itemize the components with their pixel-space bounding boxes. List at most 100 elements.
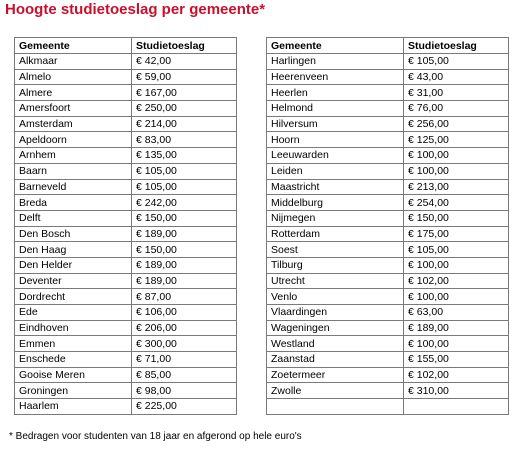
page-title: Hoogte studietoeslag per gemeente* bbox=[5, 1, 266, 18]
column-header-gemeente: Gemeente bbox=[14, 37, 132, 54]
studietoeslag-cell: € 100,00 bbox=[403, 162, 509, 180]
table-row: Emmen € 300,00 bbox=[14, 335, 237, 353]
gemeente-cell: Breda bbox=[14, 194, 132, 211]
table-row: Eindhoven € 206,00 bbox=[14, 319, 237, 337]
gemeente-cell: Middelburg bbox=[266, 194, 404, 211]
gemeente-cell: Zoetermeer bbox=[266, 366, 404, 384]
table-row: Zoetermeer € 102,00 bbox=[266, 366, 509, 384]
studietoeslag-cell: € 189,00 bbox=[131, 272, 237, 290]
studietoeslag-cell: € 102,00 bbox=[403, 366, 509, 384]
studietoeslag-cell: € 189,00 bbox=[131, 225, 237, 243]
studietoeslag-cell: € 189,00 bbox=[403, 319, 509, 337]
table-row: Amersfoort € 250,00 bbox=[14, 100, 237, 117]
gemeente-cell: Hilversum bbox=[266, 115, 404, 133]
gemeente-cell: Gooise Meren bbox=[14, 366, 132, 384]
table-row bbox=[266, 398, 509, 415]
table-body-left: Alkmaar € 42,00 Almelo € 59,00 Almere € 167,0… bbox=[14, 53, 237, 415]
studietoeslag-cell: € 42,00 bbox=[131, 53, 237, 70]
table-row: Groningen € 98,00 bbox=[14, 382, 237, 400]
studietoeslag-cell: € 256,00 bbox=[403, 115, 509, 133]
table-row: Deventer € 189,00 bbox=[14, 272, 237, 290]
table-row: Alkmaar € 42,00 bbox=[14, 53, 237, 70]
table-row: Hoorn € 125,00 bbox=[266, 131, 509, 149]
gemeente-cell: Rotterdam bbox=[266, 225, 404, 243]
studietoeslag-cell: € 43,00 bbox=[403, 68, 509, 86]
table-row: Heerenveen € 43,00 bbox=[266, 68, 509, 86]
studietoeslag-cell: € 189,00 bbox=[131, 256, 237, 274]
studietoeslag-cell: € 150,00 bbox=[131, 241, 237, 258]
table-row: Almelo € 59,00 bbox=[14, 68, 237, 86]
table-row: Haarlem € 225,00 bbox=[14, 398, 237, 415]
gemeente-cell: Haarlem bbox=[14, 398, 132, 415]
studietoeslag-cell: € 59,00 bbox=[131, 68, 237, 86]
table-row: Dordrecht € 87,00 bbox=[14, 288, 237, 305]
gemeente-cell: Groningen bbox=[14, 382, 132, 400]
studietoeslag-cell: € 105,00 bbox=[403, 53, 509, 70]
studietoeslag-cell: € 106,00 bbox=[131, 304, 237, 321]
allowance-table-left: Gemeente Studietoeslag Alkmaar € 42,00 Alm… bbox=[14, 37, 237, 415]
studietoeslag-cell: € 31,00 bbox=[403, 84, 509, 102]
gemeente-cell: Amersfoort bbox=[14, 100, 132, 117]
table-row: Almere € 167,00 bbox=[14, 84, 237, 102]
table-row: Wageningen € 189,00 bbox=[266, 319, 509, 337]
column-header-gemeente: Gemeente bbox=[266, 37, 404, 54]
gemeente-cell: Barneveld bbox=[14, 178, 132, 196]
table-row: Den Helder € 189,00 bbox=[14, 256, 237, 274]
table-row: Nijmegen € 150,00 bbox=[266, 209, 509, 227]
table-row: Ede € 106,00 bbox=[14, 304, 237, 321]
table-row: Venlo € 100,00 bbox=[266, 288, 509, 305]
studietoeslag-cell: € 63,00 bbox=[403, 304, 509, 321]
studietoeslag-cell: € 150,00 bbox=[403, 209, 509, 227]
table-header-row: Gemeente Studietoeslag bbox=[266, 37, 509, 54]
allowance-table-right: Gemeente Studietoeslag Harlingen € 105,00… bbox=[266, 37, 509, 415]
table-row: Westland € 100,00 bbox=[266, 335, 509, 353]
gemeente-cell: Ede bbox=[14, 304, 132, 321]
table-row: Tilburg € 100,00 bbox=[266, 256, 509, 274]
table-row: Zaanstad € 155,00 bbox=[266, 351, 509, 368]
gemeente-cell: Leiden bbox=[266, 162, 404, 180]
gemeente-cell: Apeldoorn bbox=[14, 131, 132, 149]
studietoeslag-cell: € 85,00 bbox=[131, 366, 237, 384]
table-row: Arnhem € 135,00 bbox=[14, 147, 237, 164]
gemeente-cell: Almelo bbox=[14, 68, 132, 86]
table-row: Apeldoorn € 83,00 bbox=[14, 131, 237, 149]
gemeente-cell: Eindhoven bbox=[14, 319, 132, 337]
gemeente-cell: Tilburg bbox=[266, 256, 404, 274]
studietoeslag-cell: € 98,00 bbox=[131, 382, 237, 400]
studietoeslag-cell: € 242,00 bbox=[131, 194, 237, 211]
table-row: Barneveld € 105,00 bbox=[14, 178, 237, 196]
table-row: Leeuwarden € 100,00 bbox=[266, 147, 509, 164]
table-row: Amsterdam € 214,00 bbox=[14, 115, 237, 133]
studietoeslag-cell: € 105,00 bbox=[131, 178, 237, 196]
studietoeslag-cell: € 150,00 bbox=[131, 209, 237, 227]
gemeente-cell: Amsterdam bbox=[14, 115, 132, 133]
studietoeslag-cell: € 87,00 bbox=[131, 288, 237, 305]
gemeente-cell: Zaanstad bbox=[266, 351, 404, 368]
studietoeslag-cell: € 225,00 bbox=[131, 398, 237, 415]
table-row: Baarn € 105,00 bbox=[14, 162, 237, 180]
gemeente-cell: Maastricht bbox=[266, 178, 404, 196]
gemeente-cell: Leeuwarden bbox=[266, 147, 404, 164]
table-row: Gooise Meren € 85,00 bbox=[14, 366, 237, 384]
table-row: Middelburg € 254,00 bbox=[266, 194, 509, 211]
table-row: Leiden € 100,00 bbox=[266, 162, 509, 180]
gemeente-cell: Den Bosch bbox=[14, 225, 132, 243]
gemeente-cell: Venlo bbox=[266, 288, 404, 305]
studietoeslag-cell: € 214,00 bbox=[131, 115, 237, 133]
table-row: Maastricht € 213,00 bbox=[266, 178, 509, 196]
gemeente-cell bbox=[266, 398, 404, 415]
table-row: Utrecht € 102,00 bbox=[266, 272, 509, 290]
table-row: Hilversum € 256,00 bbox=[266, 115, 509, 133]
gemeente-cell: Dordrecht bbox=[14, 288, 132, 305]
studietoeslag-cell: € 76,00 bbox=[403, 100, 509, 117]
studietoeslag-cell: € 100,00 bbox=[403, 147, 509, 164]
gemeente-cell: Heerlen bbox=[266, 84, 404, 102]
gemeente-cell: Harlingen bbox=[266, 53, 404, 70]
gemeente-cell: Emmen bbox=[14, 335, 132, 353]
gemeente-cell: Hoorn bbox=[266, 131, 404, 149]
table-row: Enschede € 71,00 bbox=[14, 351, 237, 368]
gemeente-cell: Helmond bbox=[266, 100, 404, 117]
studietoeslag-cell: € 155,00 bbox=[403, 351, 509, 368]
gemeente-cell: Almere bbox=[14, 84, 132, 102]
studietoeslag-cell: € 250,00 bbox=[131, 100, 237, 117]
